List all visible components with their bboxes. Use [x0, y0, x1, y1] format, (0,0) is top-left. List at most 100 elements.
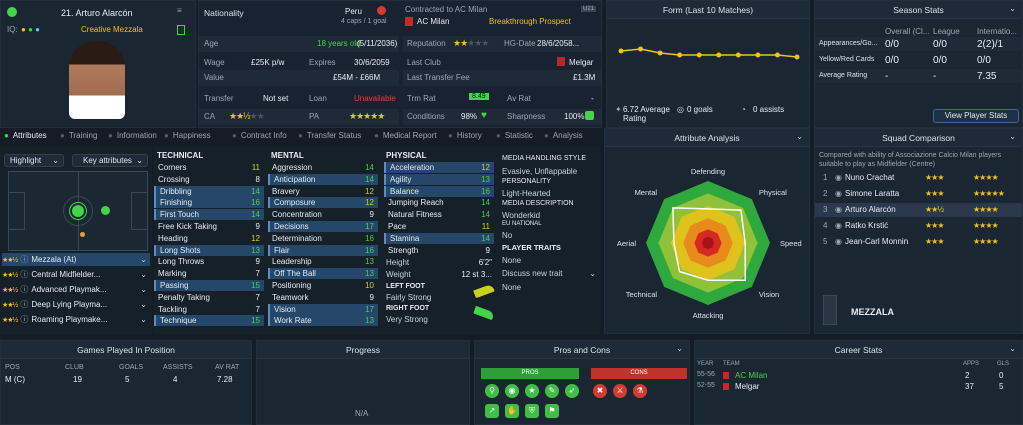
chevron-down-icon[interactable]: ⌄: [140, 255, 147, 264]
pro-decisions-icon[interactable]: ✎: [545, 384, 559, 398]
mental-attr-row[interactable]: Decisions 17: [268, 221, 378, 232]
mental-attr-row[interactable]: Off The Ball 13: [268, 268, 378, 280]
con-tackle-icon[interactable]: ⚔: [613, 384, 627, 398]
form-point[interactable]: [716, 52, 722, 58]
chevron-down-icon[interactable]: ⌄: [140, 270, 147, 279]
tab-history[interactable]: ● History: [448, 131, 482, 140]
attr-value: 13: [251, 245, 260, 255]
chevron-down-icon[interactable]: ⌄: [140, 285, 147, 294]
form-point[interactable]: [657, 50, 663, 56]
mental-attr-row[interactable]: Positioning 10: [268, 280, 378, 291]
chevron-down-icon[interactable]: ⌄: [796, 132, 803, 141]
form-point[interactable]: [755, 52, 761, 58]
technical-attr-row[interactable]: Corners 11: [154, 162, 264, 173]
squad-player-row[interactable]: 2 ◉ Simone Laratta ★★★ ★★★★★: [815, 187, 1022, 201]
mental-attr-row[interactable]: Aggression 14: [268, 162, 378, 173]
physical-attr-row[interactable]: Balance 16: [384, 185, 494, 197]
chevron-down-icon[interactable]: ⌄: [676, 344, 683, 353]
technical-attr-row[interactable]: Tackling 7: [154, 304, 264, 315]
technical-attr-row[interactable]: Heading 12: [154, 233, 264, 244]
chevron-down-icon[interactable]: ⌄: [1009, 344, 1016, 353]
mental-attr-row[interactable]: Teamwork 9: [268, 292, 378, 303]
tab-transfer-status[interactable]: ● Transfer Status: [298, 131, 361, 140]
pro-dribbling-icon[interactable]: ➶: [565, 384, 579, 398]
highlight-dropdown[interactable]: Highlight ⌄: [4, 154, 64, 167]
mental-attr-row[interactable]: Work Rate 13: [268, 315, 378, 327]
tab-attributes[interactable]: ● Attributes: [4, 131, 47, 140]
role-row[interactable]: ★★½ ⓘ Advanced Playmak... ⌄: [2, 283, 150, 296]
mental-attr-row[interactable]: Composure 12: [268, 197, 378, 209]
tab-information[interactable]: ● Information: [108, 131, 157, 140]
view-player-stats-button[interactable]: View Player Stats: [933, 109, 1019, 123]
pro-passing-icon[interactable]: ⚲: [485, 384, 499, 398]
form-point[interactable]: [774, 52, 780, 58]
form-point[interactable]: [638, 46, 644, 52]
technical-attr-row[interactable]: Dribbling 14: [154, 185, 264, 197]
technical-attr-row[interactable]: Technique 15: [154, 315, 264, 327]
technical-attr-row[interactable]: Long Throws 9: [154, 256, 264, 267]
pro-vision-icon[interactable]: ◉: [505, 384, 519, 398]
role-row[interactable]: ★★½ ⓘ Mezzala (At) ⌄: [2, 253, 150, 266]
discuss-trait-dropdown[interactable]: Discuss new trait ⌄: [502, 269, 596, 278]
form-point[interactable]: [696, 52, 702, 58]
mental-attr-row[interactable]: Anticipation 14: [268, 173, 378, 185]
mental-attr-row[interactable]: Leadership 13: [268, 256, 378, 267]
chevron-down-icon[interactable]: ⌄: [1009, 4, 1016, 13]
physical-attr-row[interactable]: Acceleration 12: [384, 162, 494, 173]
pro-progress-icon[interactable]: ↗: [485, 404, 499, 418]
chevron-down-icon[interactable]: ⌄: [1009, 132, 1016, 141]
mental-attr-row[interactable]: Concentration 9: [268, 209, 378, 220]
squad-player-row[interactable]: 1 ◉ Nuno Crachat ★★★ ★★★★: [815, 171, 1022, 185]
physical-attr-row[interactable]: Agility 13: [384, 173, 494, 185]
note-icon[interactable]: [177, 25, 185, 35]
career-team[interactable]: Melgar: [735, 382, 760, 391]
role-row[interactable]: ★★½ ⓘ Roaming Playmake... ⌄: [2, 313, 150, 326]
tab-happiness[interactable]: ● Happiness: [164, 131, 211, 140]
form-point[interactable]: [735, 52, 741, 58]
pro-star-icon[interactable]: ★: [525, 384, 539, 398]
career-team[interactable]: AC Milan: [735, 371, 768, 380]
key-attributes-dropdown[interactable]: Key attributes ⌄: [72, 154, 148, 167]
club-value[interactable]: AC Milan: [417, 17, 450, 26]
con-lab-icon[interactable]: ⚗: [633, 384, 647, 398]
physical-attr-row[interactable]: Natural Fitness 14: [384, 209, 494, 220]
form-point[interactable]: [618, 48, 624, 54]
games-title: Games Played In Position: [1, 341, 251, 359]
last-club-value[interactable]: Melgar: [569, 58, 594, 67]
pro-flag-icon[interactable]: ⚑: [545, 404, 559, 418]
technical-attr-row[interactable]: Crossing 8: [154, 174, 264, 185]
squad-player-row[interactable]: 3 ◉ Arturo Alarcón ★★½ ★★★★: [815, 203, 1022, 217]
technical-attr-row[interactable]: Passing 15: [154, 280, 264, 291]
form-point[interactable]: [794, 54, 800, 60]
physical-attr-row[interactable]: Strength 9: [384, 245, 494, 256]
role-row[interactable]: ★★½ ⓘ Deep Lying Playma... ⌄: [2, 298, 150, 311]
con-ankle-icon[interactable]: ✖: [593, 384, 607, 398]
chevron-down-icon[interactable]: ⌄: [140, 315, 147, 324]
squad-player-row[interactable]: 5 ◉ Jean-Carl Monnin ★★★ ★★★★: [815, 235, 1022, 249]
tab-medical-report[interactable]: ● Medical Report: [374, 131, 437, 140]
mental-attr-row[interactable]: Determination 16: [268, 233, 378, 244]
menu-icon[interactable]: ≡: [177, 6, 182, 15]
technical-attr-row[interactable]: First Touch 14: [154, 209, 264, 221]
tab-analysis[interactable]: ● Analysis: [544, 131, 583, 140]
technical-attr-row[interactable]: Free Kick Taking 9: [154, 221, 264, 232]
chevron-down-icon[interactable]: ⌄: [140, 300, 147, 309]
role-row[interactable]: ★★½ ⓘ Central Midfielder... ⌄: [2, 268, 150, 281]
physical-attr-row[interactable]: Jumping Reach 14: [384, 197, 494, 208]
technical-attr-row[interactable]: Marking 7: [154, 268, 264, 279]
pro-technique-icon[interactable]: ✋: [505, 404, 519, 418]
technical-attr-row[interactable]: Finishing 16: [154, 197, 264, 209]
tab-contract-info[interactable]: ● Contract Info: [232, 131, 287, 140]
tab-statistic[interactable]: ● Statistic: [496, 131, 533, 140]
mental-attr-row[interactable]: Bravery 12: [268, 186, 378, 197]
squad-player-row[interactable]: 4 ◉ Ratko Krstić ★★★ ★★★★: [815, 219, 1022, 233]
technical-attr-row[interactable]: Long Shots 13: [154, 244, 264, 256]
technical-attr-row[interactable]: Penalty Taking 7: [154, 292, 264, 303]
mental-attr-row[interactable]: Flair 16: [268, 244, 378, 256]
pro-shield-icon[interactable]: ⛨: [525, 404, 539, 418]
tab-training[interactable]: ● Training: [60, 131, 97, 140]
physical-attr-row[interactable]: Pace 11: [384, 221, 494, 232]
physical-attr-row[interactable]: Stamina 14: [384, 232, 494, 244]
mental-attr-row[interactable]: Vision 17: [268, 303, 378, 315]
form-point[interactable]: [677, 52, 683, 58]
